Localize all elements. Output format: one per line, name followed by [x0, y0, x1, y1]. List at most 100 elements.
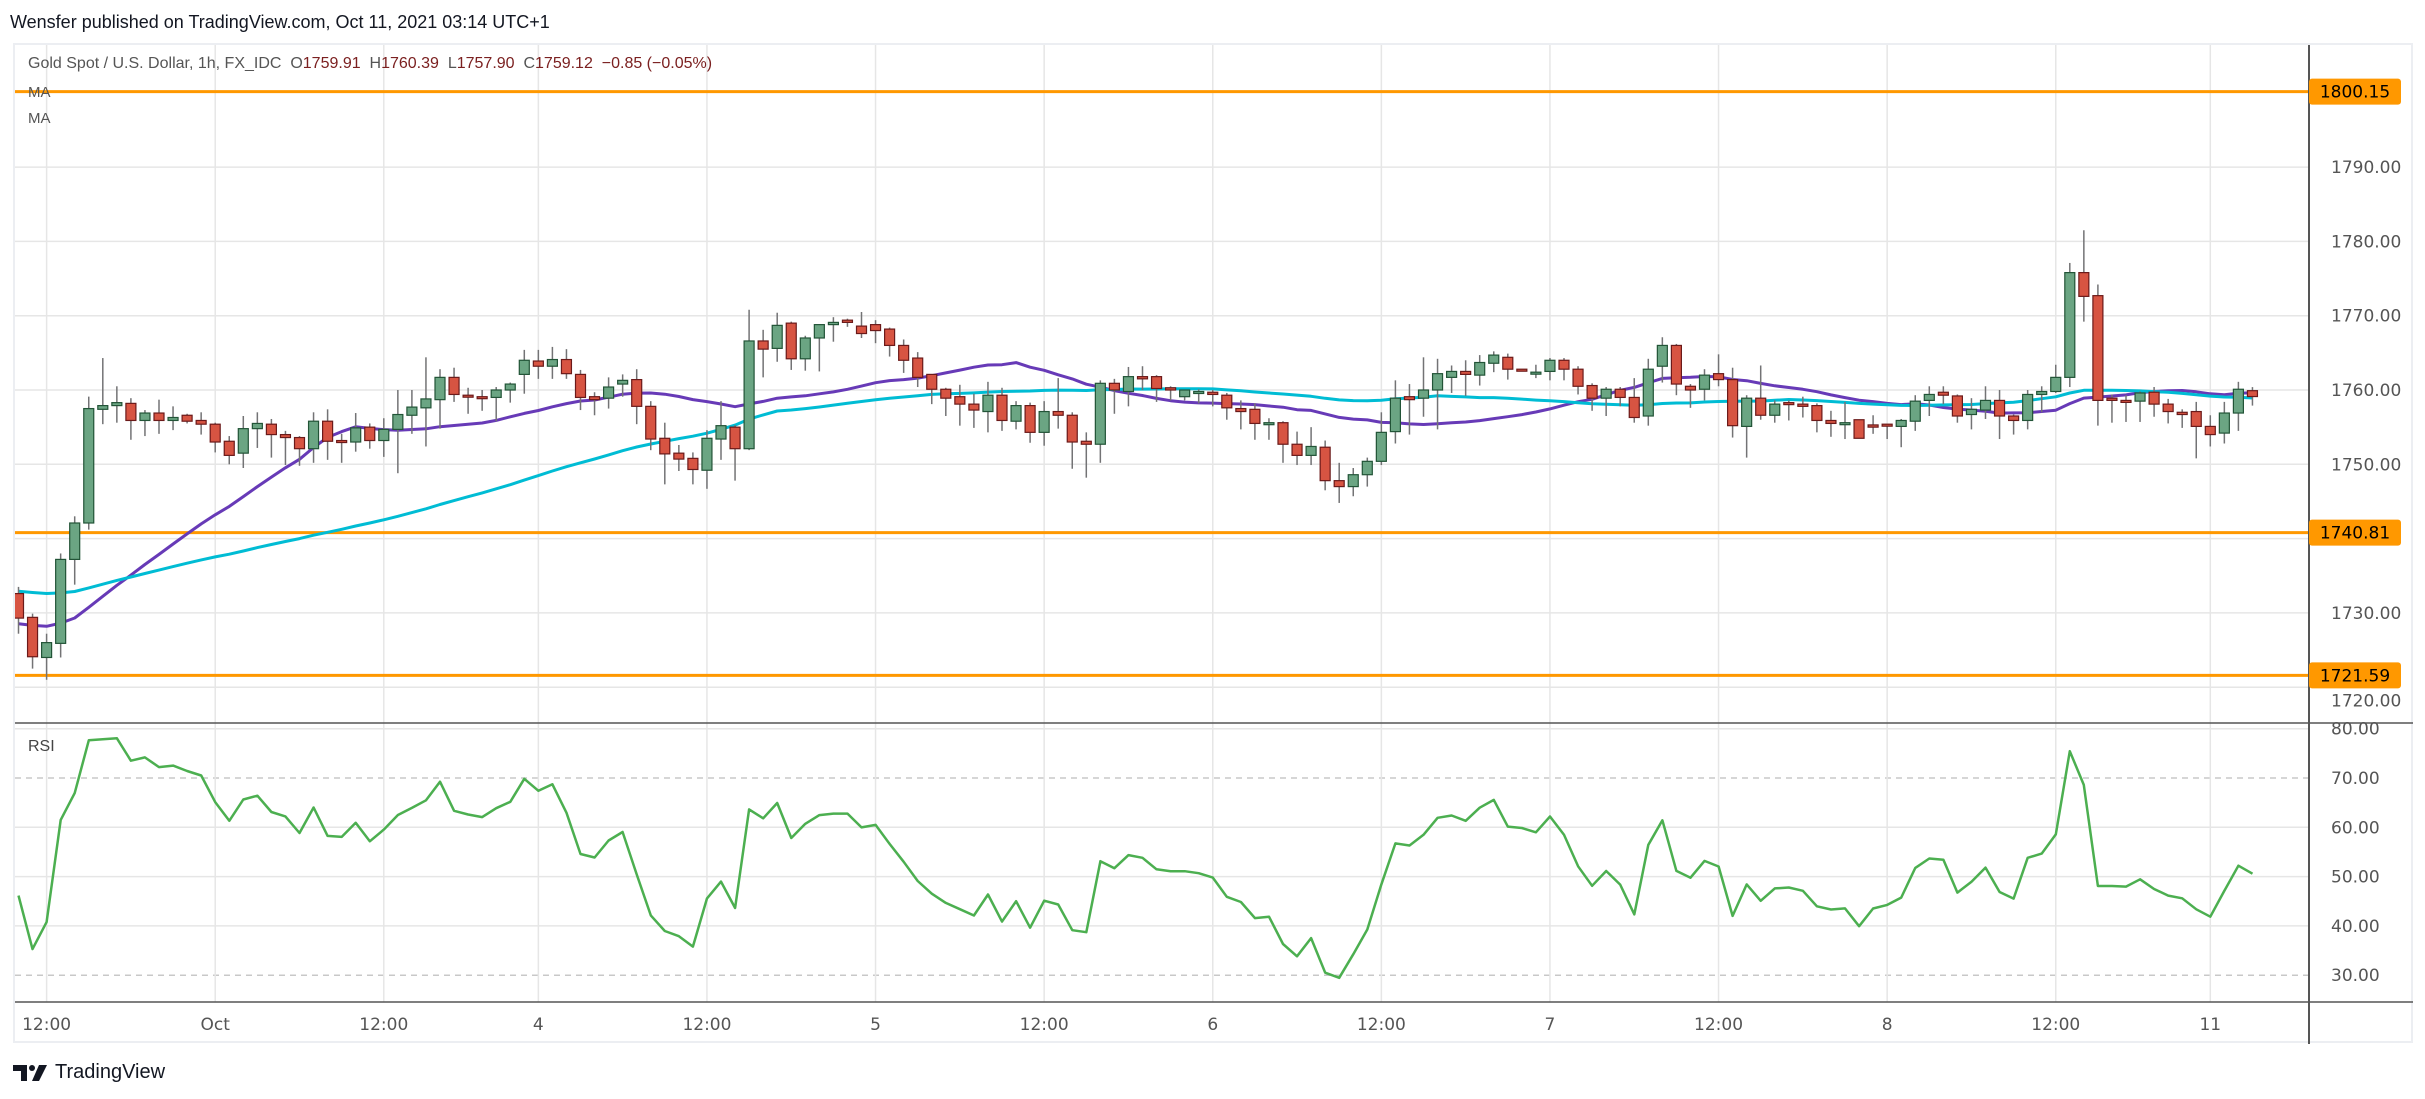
time-axis-label: 4 — [533, 1015, 544, 1035]
candle — [1825, 410, 1837, 437]
time-axis-label: 5 — [870, 1015, 881, 1035]
candle-body-up — [1122, 376, 1135, 393]
candle-body-down — [1460, 370, 1472, 375]
candle — [1698, 369, 1711, 401]
candle-body-down — [729, 426, 741, 450]
candle-body-up — [1445, 370, 1458, 378]
candle-body-up — [434, 376, 446, 401]
published-byline: Wensfer published on TradingView.com, Oc… — [10, 12, 550, 32]
candle — [2120, 395, 2132, 422]
candle — [1431, 358, 1444, 430]
candle-body-down — [1797, 403, 1809, 407]
candle-body-down — [1164, 387, 1177, 391]
candle — [336, 433, 348, 463]
candle-body-down — [687, 457, 699, 471]
tradingview-logo[interactable]: TradingView — [13, 1061, 165, 1084]
candle — [2092, 284, 2104, 426]
price-axis-label: 1720.00 — [2331, 691, 2401, 711]
candle-body-down — [1291, 443, 1303, 456]
candle-body-up — [1038, 410, 1050, 433]
candle-body-up — [1488, 354, 1500, 364]
candle-body-down — [1277, 422, 1289, 445]
candle-body-down — [125, 402, 137, 422]
candle-body-down — [1502, 356, 1514, 370]
candle-body-down — [1080, 440, 1092, 445]
candle-body-down — [1811, 405, 1823, 422]
candle — [827, 317, 840, 342]
candle — [2218, 401, 2230, 444]
ma-line-1 — [18, 361, 2253, 628]
horizontal-levels[interactable] — [15, 90, 2309, 677]
candle — [1628, 378, 1640, 423]
candle-body-up — [813, 324, 825, 339]
rsi-indicator-label[interactable]: RSI — [28, 738, 55, 755]
candle — [420, 357, 432, 447]
ma-indicator-label-1[interactable]: MA — [28, 84, 51, 101]
ma-indicator-label-2[interactable]: MA — [28, 110, 51, 127]
candle-body-down — [364, 426, 376, 442]
candle — [1024, 402, 1036, 443]
candle — [55, 553, 67, 658]
axes[interactable]: 12:00 Oct 12:00 4 12:00 5 12:00 6 12:00 7 12:00 8 12… — [15, 45, 2413, 1045]
tradingview-logo-icon — [13, 1064, 47, 1081]
candle-body-down — [855, 325, 868, 335]
candle-body-up — [701, 437, 713, 471]
candle — [1305, 427, 1317, 466]
candle — [673, 444, 685, 471]
symbol-title[interactable]: Gold Spot / U.S. Dollar, 1h, FX_IDC — [28, 55, 282, 72]
candle-body-down — [293, 436, 306, 450]
candle — [195, 412, 207, 435]
time-axis-label: 12:00 — [1357, 1015, 1406, 1035]
candle-body-up — [167, 416, 179, 422]
candle-body-down — [2246, 390, 2259, 398]
candle — [1642, 358, 1654, 426]
candle — [1277, 421, 1289, 463]
candle — [883, 327, 896, 357]
candle-body-up — [1193, 390, 1205, 395]
candles — [15, 230, 2259, 680]
candle — [1038, 401, 1050, 446]
candle-body-up — [40, 642, 53, 659]
candle — [771, 312, 783, 362]
low-value: 1757.90 — [456, 55, 515, 72]
rsi-line — [17, 737, 2254, 980]
candle-body-down — [1937, 391, 1949, 396]
candle-body-up — [827, 321, 840, 326]
candle-body-down — [181, 414, 193, 422]
candle — [1207, 390, 1219, 407]
candle — [1741, 395, 1753, 458]
candle — [1474, 355, 1486, 386]
candle-body-down — [223, 440, 235, 456]
candle — [1726, 367, 1739, 438]
candle — [1530, 364, 1542, 379]
candle-body-up — [1179, 389, 1191, 398]
candle-body-up — [307, 420, 320, 450]
candle-body-up — [1263, 422, 1275, 426]
candle-body-down — [1755, 397, 1767, 416]
candle — [2106, 394, 2118, 423]
candle — [631, 369, 643, 425]
candle-body-down — [1670, 344, 1683, 385]
candle-body-up — [1923, 393, 1935, 402]
candle — [378, 418, 390, 457]
candle — [1558, 358, 1570, 381]
candle — [940, 387, 952, 417]
candle — [1136, 366, 1149, 390]
candle — [1291, 431, 1303, 466]
candle — [1080, 432, 1092, 478]
candle — [293, 436, 306, 466]
candle-body-down — [645, 405, 657, 440]
candle-body-down — [2176, 411, 2188, 416]
candle-body-down — [265, 423, 277, 436]
level-price-label: 1721.59 — [2320, 666, 2390, 686]
candle — [1164, 386, 1177, 401]
candle-body-down — [195, 419, 207, 425]
candle-body-down — [1853, 419, 1865, 439]
candle — [209, 422, 221, 453]
candle — [1811, 403, 1823, 433]
candle-body-down — [1150, 376, 1163, 390]
candle-body-down — [1993, 399, 2006, 417]
candle — [1572, 366, 1584, 395]
candle — [1712, 354, 1725, 387]
